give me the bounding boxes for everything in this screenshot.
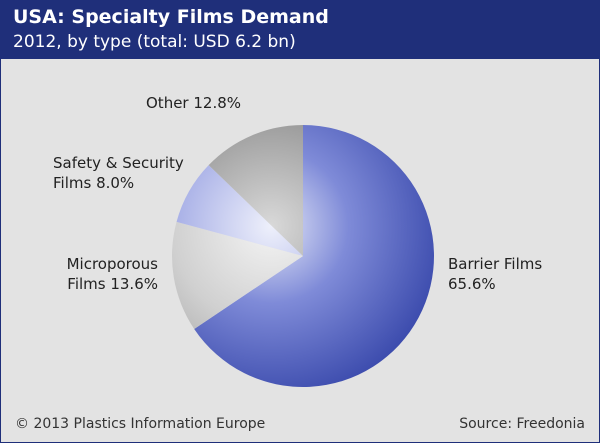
- pie-label-barrier-line-2: 65.6%: [448, 275, 496, 293]
- copyright-note: © 2013 Plastics Information Europe: [15, 416, 266, 432]
- pie-label-microporous-line-2: Films 13.6%: [67, 275, 158, 293]
- pie-slice-barrier: [194, 125, 434, 388]
- pie-slice-safety: [176, 165, 303, 256]
- chart-header: USA: Specialty Films Demand 2012, by typ…: [1, 1, 599, 59]
- pie-label-microporous-line-1: Microporous: [67, 255, 159, 273]
- pie-label-safety: Safety & Security Films 8.0%: [53, 154, 184, 192]
- pie-label-barrier: Barrier Films 65.6%: [448, 255, 542, 293]
- pie-slice-other: [208, 125, 303, 256]
- pie-label-other-line-1: Other 12.8%: [146, 94, 241, 112]
- pie-label-safety-line-2: Films 8.0%: [53, 174, 134, 192]
- chart-title: USA: Specialty Films Demand: [13, 6, 329, 28]
- source-note: Source: Freedonia: [459, 416, 585, 432]
- pie-label-microporous: Microporous Films 13.6%: [67, 255, 159, 293]
- chart-subtitle: 2012, by type (total: USD 6.2 bn): [13, 32, 296, 52]
- pie-label-other: Other 12.8%: [146, 94, 241, 112]
- pie-slice-microporous: [172, 221, 303, 329]
- pie-label-barrier-line-1: Barrier Films: [448, 255, 542, 273]
- pie-label-safety-line-1: Safety & Security: [53, 154, 184, 172]
